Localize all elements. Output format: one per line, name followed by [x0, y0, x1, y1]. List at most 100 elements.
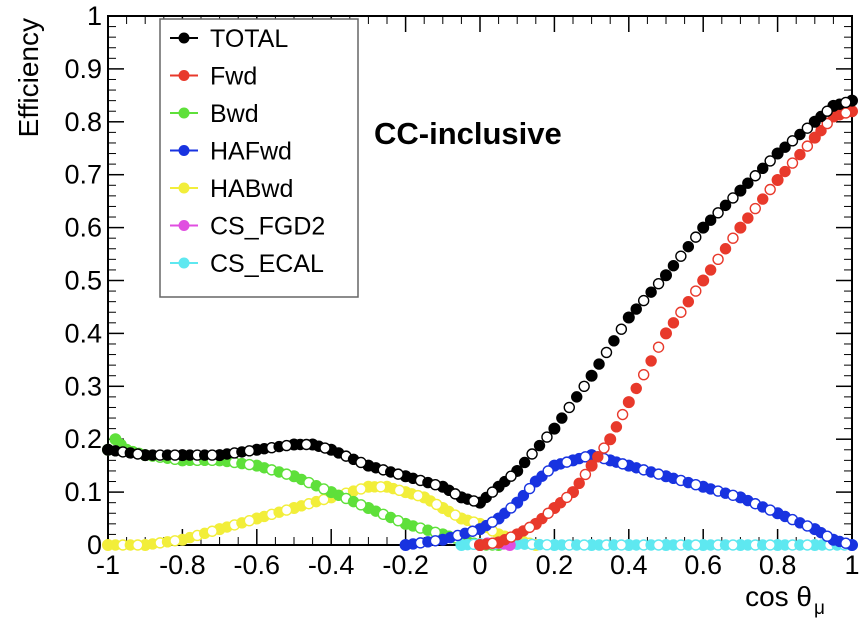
data-point-interp — [712, 253, 724, 266]
data-point-interp — [523, 521, 536, 534]
data-point-interp — [821, 105, 833, 117]
data-point-interp — [704, 264, 717, 276]
data-point-interp — [727, 232, 739, 244]
legend-label: HAFwd — [210, 138, 292, 166]
data-point-interp — [637, 368, 650, 381]
data-point-interp — [821, 530, 833, 542]
data-point-interp — [468, 495, 480, 507]
series-total — [102, 94, 858, 509]
data-point-interp — [132, 539, 144, 551]
x-tick-label: -0.8 — [159, 550, 206, 580]
data-point-interp — [541, 539, 553, 551]
data-point-interp — [412, 489, 424, 502]
data-point-interp — [719, 199, 732, 212]
data-point-interp — [727, 539, 739, 551]
legend-marker — [178, 107, 190, 119]
data-point-interp — [652, 539, 665, 551]
data-point-interp — [578, 380, 590, 392]
legend-entry: TOTAL — [170, 25, 288, 53]
data-point-interp — [794, 128, 806, 141]
data-point-interp — [779, 165, 791, 178]
data-point-interp — [486, 537, 499, 549]
data-point-interp — [561, 491, 573, 504]
data-point-interp — [779, 141, 791, 153]
x-tick-label: 0 — [472, 550, 487, 580]
data-point-interp — [578, 539, 590, 551]
data-point — [660, 327, 672, 340]
legend-marker — [178, 182, 190, 194]
data-point-interp — [206, 449, 218, 461]
data-point-interp — [579, 468, 592, 481]
legend-box — [159, 18, 359, 298]
data-point-interp — [786, 135, 799, 147]
data-point-interp — [615, 323, 628, 335]
data-point-interp — [749, 202, 761, 215]
legend-entry: CS_FGD2 — [170, 213, 325, 241]
data-point-interp — [132, 448, 144, 460]
data-point-interp — [561, 456, 573, 468]
legend-marker — [178, 70, 190, 81]
x-tick-label: 0.6 — [684, 550, 722, 580]
data-point-interp — [682, 295, 695, 308]
data-point-interp — [645, 355, 657, 367]
data-point-interp — [786, 157, 799, 169]
data-point — [771, 173, 784, 186]
data-point-interp — [801, 140, 814, 152]
data-point-interp — [815, 124, 827, 137]
data-point-interp — [523, 482, 536, 495]
data-point — [622, 311, 635, 324]
data-point-interp — [652, 277, 665, 290]
y-tick-label: 0.4 — [64, 318, 102, 348]
data-point-interp — [608, 335, 620, 347]
y-tick-label: 0 — [87, 530, 102, 560]
x-tick-label: 1 — [844, 550, 859, 580]
y-tick-label: 0.5 — [64, 266, 102, 296]
data-point-interp — [486, 486, 499, 498]
data-point-interp — [801, 122, 814, 134]
data-point-interp — [518, 456, 531, 469]
data-point-interp — [318, 483, 330, 495]
data-point — [771, 147, 784, 160]
data-point — [697, 221, 710, 234]
data-point-interp — [542, 507, 554, 519]
data-point-interp — [541, 431, 553, 443]
data-point-interp — [682, 240, 695, 253]
data-point-interp — [571, 391, 583, 403]
data-point-interp — [764, 504, 776, 516]
y-tick-label: 0.9 — [64, 54, 102, 84]
data-point-interp — [563, 401, 575, 414]
data-point-interp — [615, 539, 628, 551]
data-point-interp — [742, 177, 754, 189]
data-point-interp — [764, 539, 776, 551]
y-tick-label: 0.1 — [64, 477, 102, 507]
data-point-interp — [610, 421, 623, 433]
data-point-interp — [764, 155, 776, 167]
data-point-interp — [517, 489, 530, 502]
data-point-interp — [169, 535, 181, 547]
data-point-interp — [300, 438, 313, 451]
y-tick-label: 0.7 — [64, 160, 102, 190]
data-point-interp — [355, 456, 367, 469]
data-point-interp — [757, 193, 769, 205]
data-point-interp — [764, 183, 776, 196]
legend-label: CS_ECAL — [210, 250, 324, 278]
data-point-interp — [727, 192, 739, 204]
series-hafwd — [399, 449, 858, 551]
data-point-interp — [375, 481, 387, 493]
data-point-interp — [486, 516, 499, 528]
data-point-interp — [449, 509, 461, 521]
x-tick-label: 0.4 — [610, 550, 648, 580]
data-point-interp — [719, 243, 732, 255]
data-point-interp — [598, 442, 610, 454]
data-point-interp — [712, 207, 724, 219]
data-point-interp — [630, 303, 642, 315]
legend-marker — [178, 220, 190, 231]
data-point-interp — [704, 214, 717, 226]
data-point-interp — [675, 250, 687, 262]
y-axis-title: Efficiency — [13, 18, 44, 137]
data-point — [734, 221, 747, 234]
data-point — [660, 269, 672, 282]
legend-entry: Fwd — [170, 63, 257, 91]
data-point-interp — [675, 306, 687, 318]
data-point-interp — [600, 346, 613, 359]
